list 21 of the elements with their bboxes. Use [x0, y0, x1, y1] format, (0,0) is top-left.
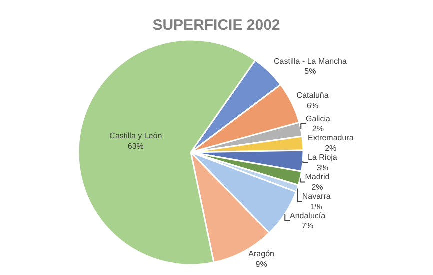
data-label: 2% [312, 182, 324, 192]
slice-label: Galicia [306, 114, 331, 124]
data-label: 2% [325, 144, 337, 154]
data-label: 9% [256, 260, 268, 270]
data-label: 3% [316, 164, 328, 173]
data-label: 2% [312, 124, 324, 134]
slice-label: Madrid [305, 172, 330, 182]
data-label: 6% [307, 102, 319, 111]
slice-label: La Rioja [308, 153, 338, 162]
slice-label: Castilla y León [110, 131, 162, 140]
data-label: 7% [302, 222, 314, 231]
slice-label: Aragón [248, 250, 274, 259]
slice-label: Castilla - La Mancha [274, 56, 348, 66]
chart-title: SUPERFICIE 2002 [152, 16, 280, 34]
slice-label: Cataluña [296, 91, 330, 100]
slice-label: Extremadura [308, 134, 354, 143]
data-label: 63% [128, 142, 144, 151]
slice-label: Navarra [302, 192, 332, 201]
data-label: 1% [310, 202, 322, 212]
slice-label: Andalucía [290, 211, 326, 220]
data-label: 5% [304, 67, 316, 76]
